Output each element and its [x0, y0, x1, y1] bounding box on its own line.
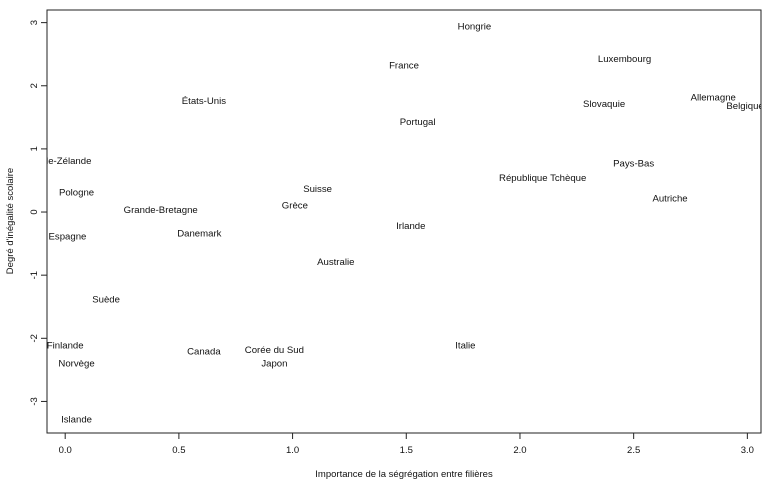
point-label: États-Unis	[182, 96, 226, 107]
data-labels-layer: Hongrie Luxembourg France AllemagneBelgique…	[16, 21, 763, 426]
point-label: Danemark	[177, 228, 221, 239]
point-label: République Tchèque	[499, 173, 586, 184]
point-label: France	[389, 60, 419, 71]
y-tick-label: 3	[29, 20, 40, 25]
point-label: Grande-Bretagne	[124, 205, 198, 216]
point-label: Allemagne	[691, 93, 736, 104]
point-label: Grèce	[282, 201, 308, 212]
point-label: Pologne	[59, 187, 94, 198]
y-axis-title: Degré d'inégalité scolaire	[5, 168, 16, 274]
point-label: Luxembourg	[598, 54, 651, 65]
point-label: Suède	[92, 295, 120, 306]
x-tick-label: 2.5	[627, 445, 640, 456]
y-axis: -3 -2 -1 0 1 2 3	[29, 20, 47, 406]
point-label: Autriche	[652, 194, 687, 205]
x-tick-label: 3.0	[741, 445, 754, 456]
y-tick-label: 1	[29, 146, 40, 151]
point-label: Pays-Bas	[613, 158, 654, 169]
point-label: Islande	[61, 415, 92, 426]
point-label: Irlande	[396, 221, 425, 232]
x-axis: 0.0 0.5 1.0 1.5 2.0 2.5 3.0	[59, 433, 754, 456]
x-axis-title: Importance de la ségrégation entre filiè…	[315, 469, 493, 480]
x-tick-label: 0.5	[172, 445, 185, 456]
x-tick-label: 0.0	[59, 445, 72, 456]
y-tick-label: 2	[29, 83, 40, 88]
y-tick-label: 0	[29, 209, 40, 214]
point-label: Portugal	[400, 117, 436, 128]
y-tick-label: -3	[29, 397, 40, 405]
point-label: Espagne	[49, 232, 87, 243]
point-label: Canada	[187, 346, 221, 357]
point-label: Suisse	[303, 184, 332, 195]
y-tick-label: -1	[29, 271, 40, 279]
point-label: Finlande	[47, 341, 84, 352]
x-tick-label: 1.0	[286, 445, 299, 456]
point-label: Slovaquie	[583, 99, 625, 110]
point-label: Norvège	[58, 358, 94, 369]
x-tick-label: 1.5	[400, 445, 413, 456]
point-label: Australie	[317, 257, 354, 268]
point-label: Nouvelle-Zélande	[16, 156, 91, 167]
plot-area-frame	[46, 9, 762, 434]
point-label: Hongrie	[458, 21, 492, 32]
point-label: Italie	[455, 341, 475, 352]
y-tick-label: -2	[29, 334, 40, 342]
point-label: Japon	[261, 358, 287, 369]
point-label: Corée du Sud	[245, 345, 304, 356]
point-label: Belgique	[726, 101, 763, 112]
x-tick-label: 2.0	[513, 445, 526, 456]
